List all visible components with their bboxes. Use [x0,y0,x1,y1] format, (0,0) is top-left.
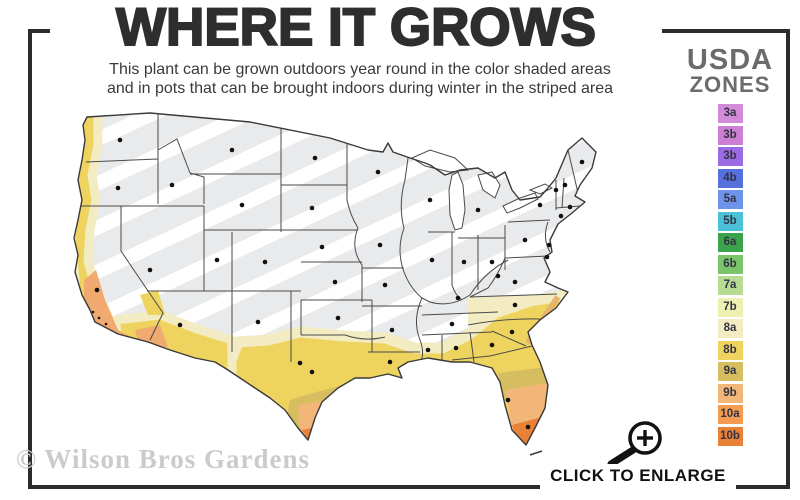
zone-chip-label: 3b [723,128,737,141]
zone-chip-label: 9a [723,365,737,377]
zone-chip: 8b [717,340,743,360]
page-title: WHERE IT GROWS [50,0,662,60]
zone-chip: 4b [717,168,743,188]
zone-chip: 8a [717,319,743,338]
zone-chip-label: 3b [723,150,737,162]
zone-chip-label: 10b [720,429,740,442]
lake-michigan [448,171,466,231]
zone-chip: 10a [717,405,743,424]
usda-zones-legend: USDA ZONES 3a 3b 3b 4b 5a 5b 6a 6b 7a 7b… [678,46,782,448]
magnifier-plus-icon[interactable] [598,412,662,470]
zone-chip-label: 9b [723,386,737,399]
florida-keys [529,450,543,456]
zone-chip: 6a [717,233,743,252]
state-borders [76,113,581,369]
zone-chip: 3b [717,125,743,145]
lake-ontario [528,183,554,195]
click-to-enlarge-label[interactable]: CLICK TO ENLARGE [540,464,736,492]
zone-chip: 5a [717,190,743,209]
zone-chip-label: 7b [723,300,737,313]
zone-chip: 9b [717,383,743,403]
lake-superior [410,149,470,173]
zone-chip: 5b [717,211,743,231]
zone-chip: 3a [717,104,743,123]
subtitle: This plant can be grown outdoors year ro… [70,60,650,98]
zone-blob-nevada-south [140,290,165,315]
zone-chip-label: 5a [723,193,737,205]
zone-chip-label: 8a [723,322,737,334]
zone-chip-label: 7a [723,279,737,291]
zone-chip-label: 5b [723,214,737,227]
subtitle-line-2: and in pots that can be brought indoors … [106,80,614,97]
watermark: © Wilson Bros Gardens [16,444,310,474]
state-dots [91,137,585,430]
zone-chip-label: 8b [723,343,737,356]
zone-chip-label: 6b [723,257,737,270]
zone-chip: 10b [717,426,743,446]
legend-title-zones: ZONES [689,72,771,97]
us-zone-map[interactable] [60,105,660,477]
zone-chip-label: 6a [723,236,737,248]
zone-chip: 7a [717,276,743,295]
us-outline [73,112,597,446]
zone-chip-label: 10a [720,408,740,420]
zone-chip-label: 3a [723,107,737,119]
zone-chip: 3b [717,147,743,166]
zone-chip: 6b [717,254,743,274]
zone-chip-label: 4b [723,171,737,184]
subtitle-line-1: This plant can be grown outdoors year ro… [109,61,611,78]
zone-chip: 7b [717,297,743,317]
legend-title-usda: USDA [686,44,774,76]
zone-chip: 9a [717,362,743,381]
zone-chip-list: 3a 3b 3b 4b 5a 5b 6a 6b 7a 7b 8a 8b 9a 9… [678,104,782,446]
